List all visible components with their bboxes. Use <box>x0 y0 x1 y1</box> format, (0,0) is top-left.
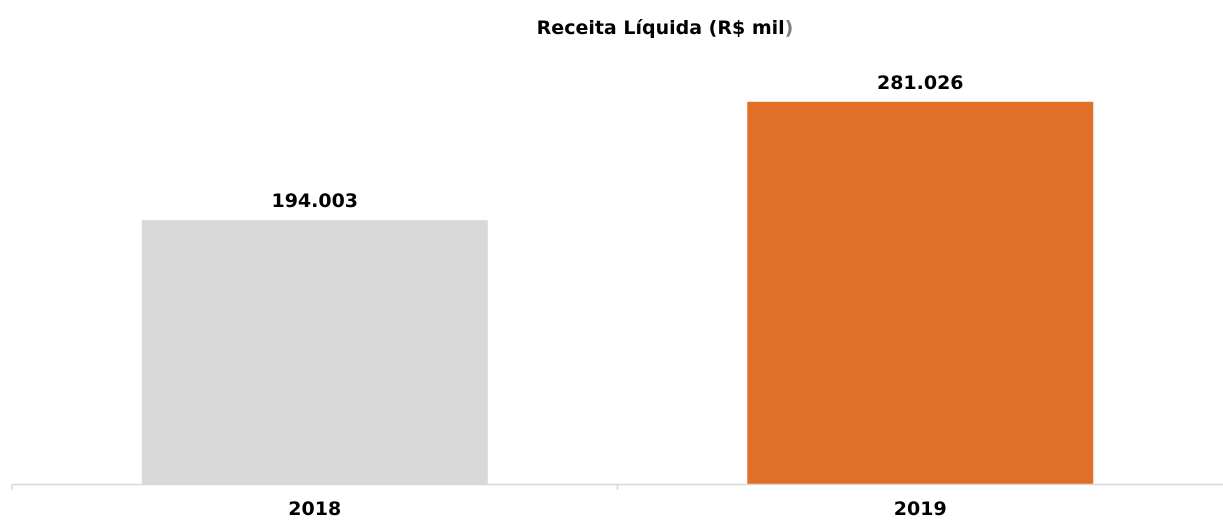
chart-title: Receita Líquida (R$ mil) <box>537 17 794 39</box>
plot-area: 194.003 2018 281.026 2019 <box>11 72 1223 520</box>
bar-2018 <box>141 220 488 484</box>
chart-title-suffix: ) <box>785 17 794 39</box>
chart-title-text: Receita Líquida (R$ mil <box>537 17 785 39</box>
data-label-2018: 194.003 <box>271 190 358 212</box>
x-tick-label-2019: 2019 <box>894 498 947 520</box>
bar-2019 <box>747 101 1094 485</box>
data-label-2019: 281.026 <box>877 72 964 94</box>
x-tick-label-2018: 2018 <box>288 498 341 520</box>
